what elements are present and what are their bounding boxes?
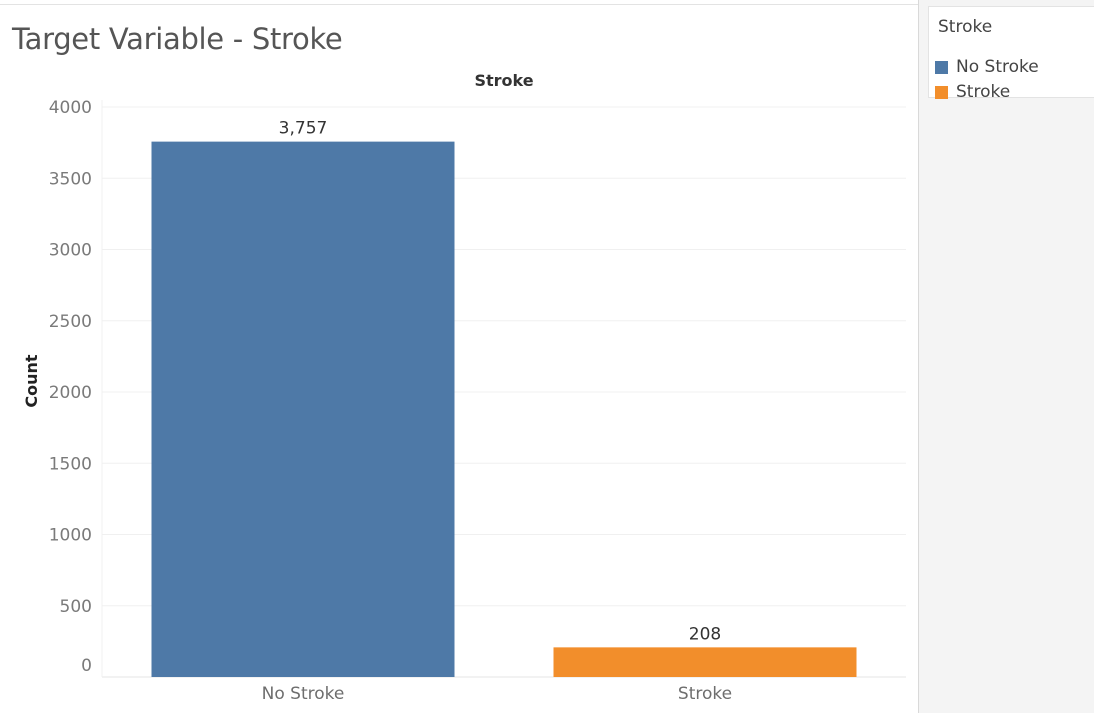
data-labels: 3,757 208 (279, 119, 722, 645)
chart-title: Stroke (474, 71, 533, 90)
legend-title: Stroke (938, 17, 993, 37)
legend-swatch-stroke (935, 85, 948, 99)
y-tick-label: 0 (81, 656, 92, 676)
x-tick-label-no-stroke: No Stroke (262, 684, 345, 704)
y-tick-label: 1000 (49, 526, 92, 546)
bar-stroke[interactable] (553, 647, 857, 677)
y-tick-label: 2000 (49, 383, 92, 403)
y-tick-label: 3500 (49, 169, 92, 189)
y-axis-label: Count (22, 354, 41, 408)
y-tick-label: 500 (60, 597, 92, 617)
legend-swatch-no-stroke (935, 60, 948, 74)
legend-item-no-stroke[interactable]: No Stroke (935, 57, 1039, 77)
x-axis-ticks: No Stroke Stroke (262, 684, 732, 704)
bars (151, 141, 857, 677)
data-label-stroke: 208 (689, 624, 721, 644)
bar-chart: 3,757 208 0 500 1000 1500 2000 2500 3000 3500 400… (22, 71, 906, 704)
viz-title: Target Variable - Stroke (12, 22, 343, 56)
legend-label-no-stroke: No Stroke (956, 57, 1039, 77)
y-tick-label: 3000 (49, 241, 92, 261)
x-tick-label-stroke: Stroke (678, 684, 732, 704)
top-rule (0, 4, 918, 5)
y-axis-ticks: 0 500 1000 1500 2000 2500 3000 3500 4000 (49, 98, 92, 676)
y-tick-label: 2500 (49, 312, 92, 332)
side-panel (919, 0, 1094, 713)
legend[interactable]: Stroke No Stroke Stroke (928, 6, 1094, 102)
y-tick-label: 4000 (49, 98, 92, 118)
y-tick-label: 1500 (49, 454, 92, 474)
legend-label-stroke: Stroke (956, 82, 1011, 102)
legend-item-stroke[interactable]: Stroke (935, 82, 1010, 102)
data-label-no-stroke: 3,757 (279, 119, 328, 139)
bar-no-stroke[interactable] (151, 141, 455, 677)
panel-divider (918, 0, 919, 713)
